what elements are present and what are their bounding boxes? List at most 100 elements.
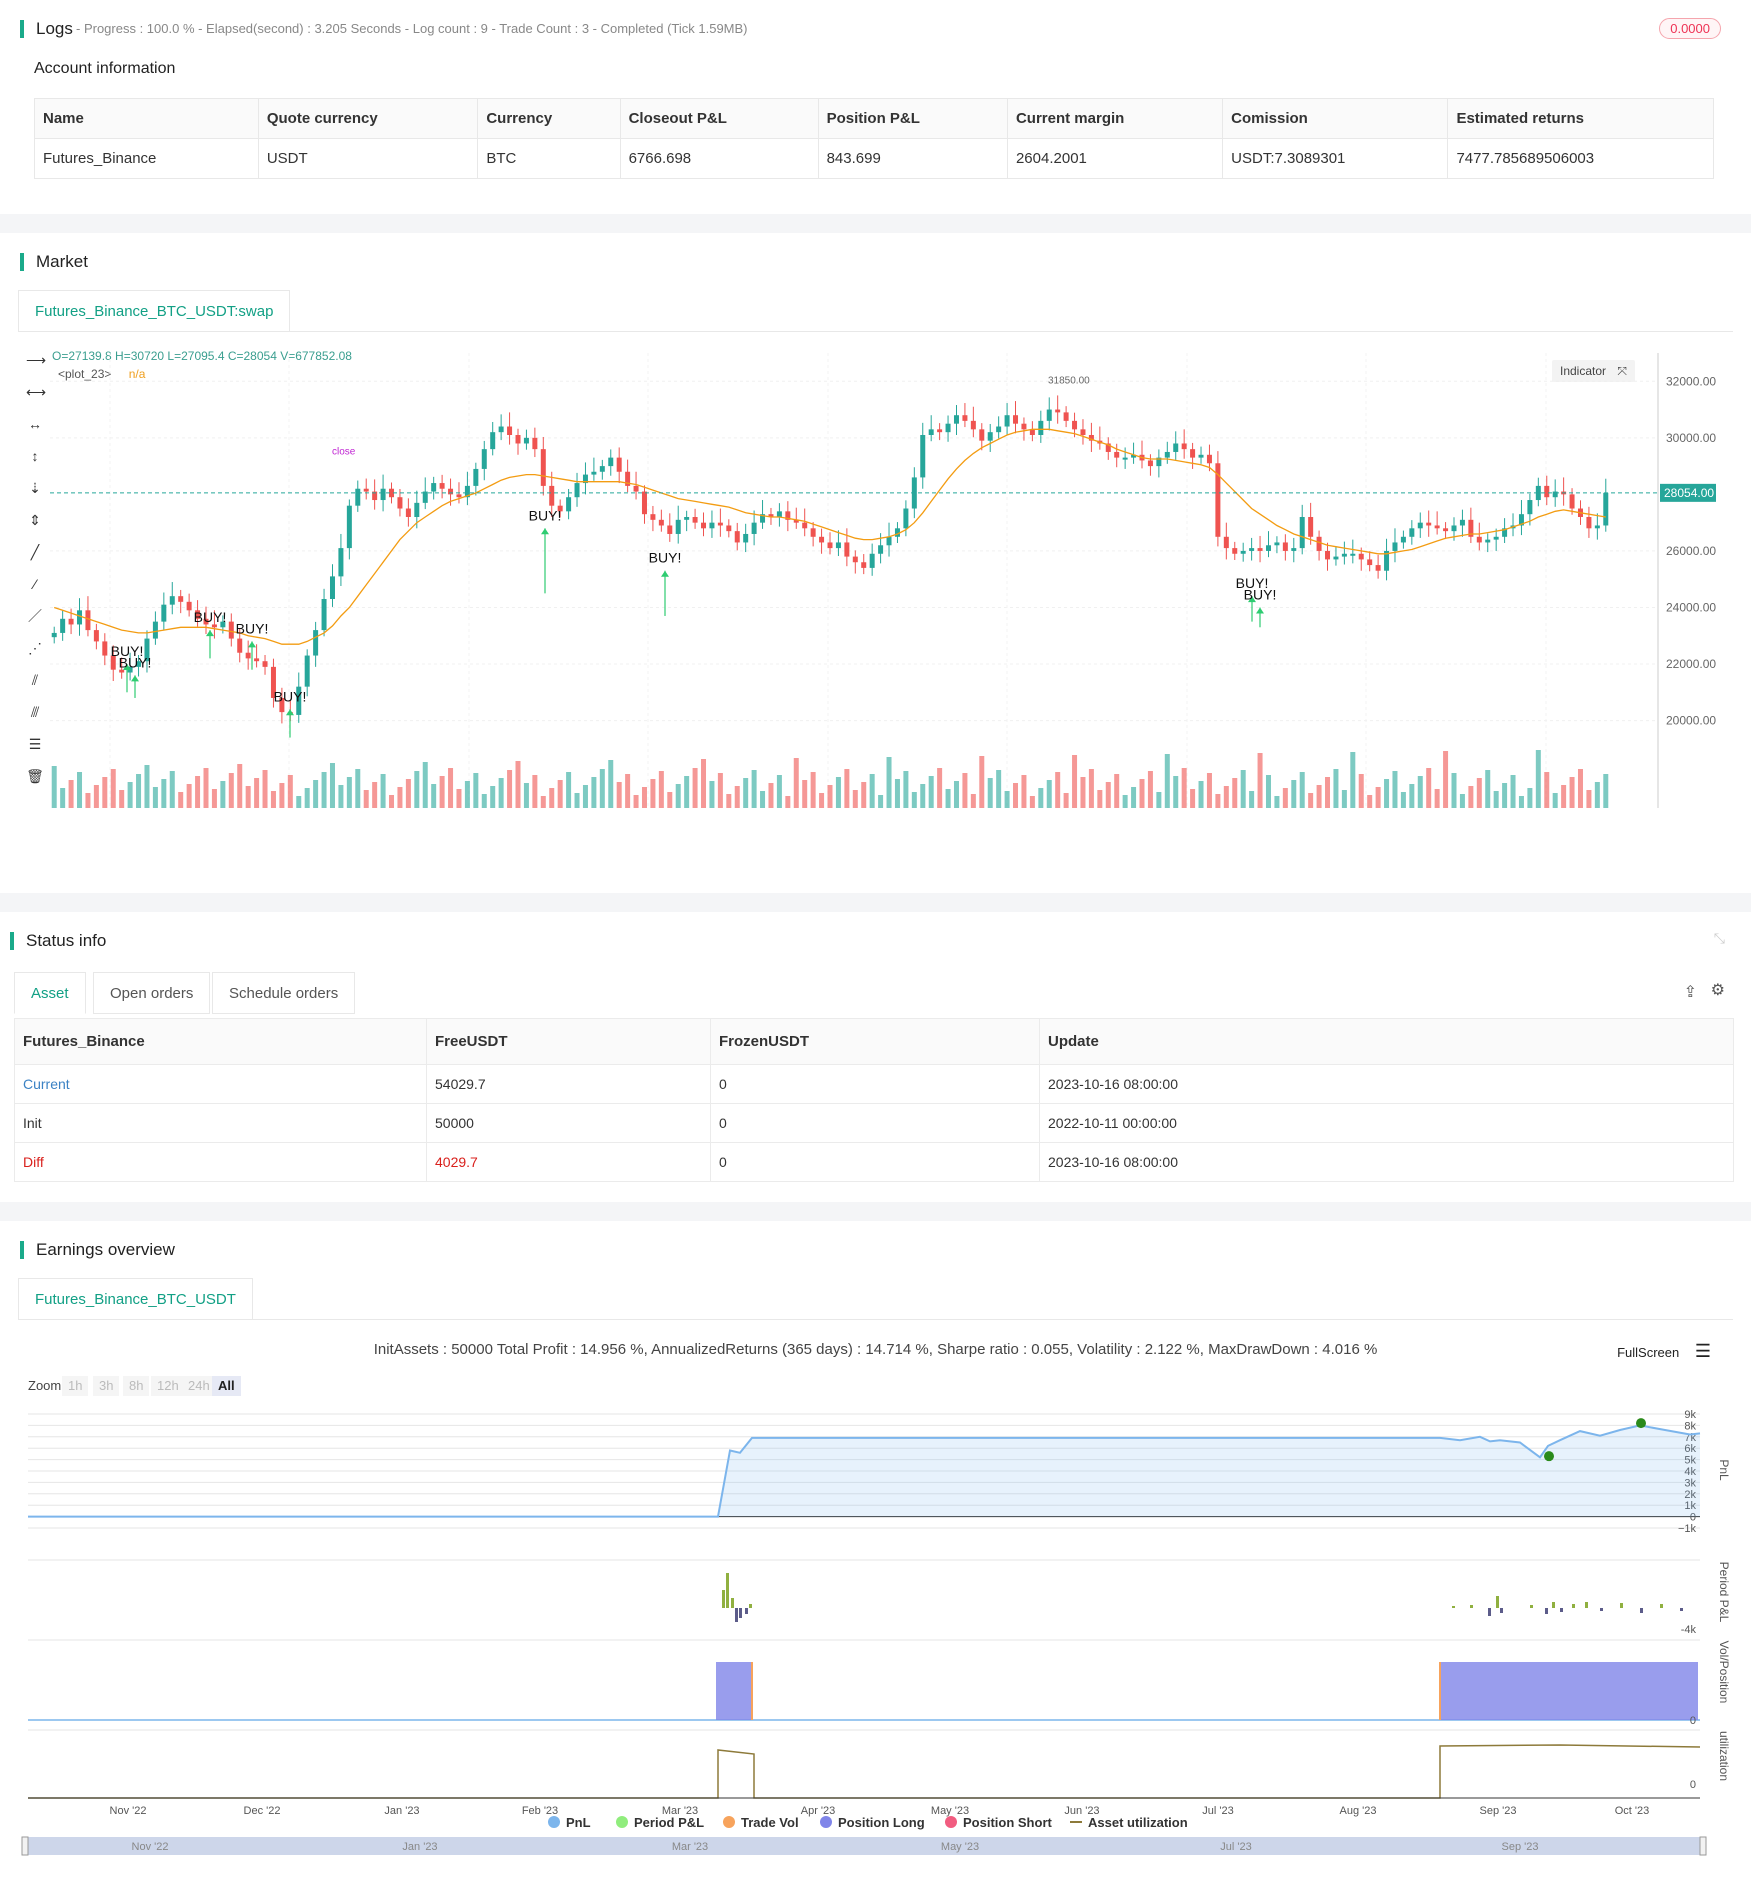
candle-body xyxy=(1232,548,1238,554)
candle-body xyxy=(60,618,66,633)
candle-body xyxy=(304,655,310,687)
logs-badge: 0.0000 xyxy=(1659,18,1721,39)
zoom-button-12h[interactable]: 12h xyxy=(151,1376,185,1396)
zoom-button-8h[interactable]: 8h xyxy=(123,1376,150,1396)
candle-body xyxy=(1434,525,1440,529)
vertical-segment-icon[interactable]: ⇣ xyxy=(29,480,41,496)
zoom-button-24h[interactable]: 24h xyxy=(182,1376,216,1396)
zoom-button-1h[interactable]: 1h xyxy=(62,1376,89,1396)
tab-asset[interactable]: Asset xyxy=(14,972,86,1014)
upload-icon[interactable]: ⇪ xyxy=(1683,984,1697,1001)
tab-open-orders[interactable]: Open orders xyxy=(93,972,211,1014)
candle-body xyxy=(616,457,622,472)
legend-item[interactable]: Asset utilization xyxy=(1070,1815,1188,1830)
trend-line-icon[interactable]: ╱ xyxy=(30,544,40,560)
horizontal-line-icon[interactable]: ⟷ xyxy=(26,384,47,400)
legend-item[interactable]: Position Short xyxy=(945,1815,1052,1830)
fib-tool-icon[interactable]: ⫻ xyxy=(30,704,40,720)
volume-bar xyxy=(254,778,260,808)
legend-label: Position Short xyxy=(963,1815,1052,1830)
volume-bar xyxy=(760,791,766,808)
candle-body xyxy=(279,697,285,713)
volume-bar xyxy=(1417,776,1423,808)
candle-body xyxy=(68,618,74,625)
candle-body xyxy=(658,519,664,526)
navigator-left-handle xyxy=(21,1836,29,1856)
candle-body xyxy=(1164,451,1170,458)
volume-bar xyxy=(1594,782,1600,808)
fullscreen-button[interactable]: FullScreen ☰ xyxy=(1617,1341,1711,1362)
candle-body xyxy=(734,531,740,543)
volume-bar xyxy=(228,773,234,808)
price-line-icon[interactable]: ⋰ xyxy=(28,640,42,656)
candle-body xyxy=(1131,454,1137,458)
settings-gear-icon[interactable]: ⚙ xyxy=(1710,982,1725,999)
volume-bar xyxy=(1156,792,1162,808)
candle-body xyxy=(566,497,572,512)
candle-body xyxy=(1350,553,1356,556)
horizontal-ray-icon[interactable]: ↔ xyxy=(28,416,42,432)
legend-marker-icon xyxy=(945,1816,957,1828)
volume-bar xyxy=(540,796,546,808)
axis-title: PnL xyxy=(1717,1459,1731,1481)
candle-body xyxy=(1282,542,1288,551)
asset-value-cell: Init xyxy=(14,1103,427,1143)
volume-bar xyxy=(287,775,293,808)
candle-body xyxy=(599,466,605,472)
candle-body xyxy=(810,528,816,537)
legend-item[interactable]: Trade Vol xyxy=(723,1815,799,1830)
axis-title: Vol/Position xyxy=(1717,1641,1731,1704)
ray-line-icon[interactable]: ⁄ xyxy=(33,576,37,592)
zoom-label: Zoom xyxy=(28,1378,62,1393)
account-header-cell: Position P&L xyxy=(817,98,1008,139)
volume-bar xyxy=(658,771,664,808)
tab-schedule-orders[interactable]: Schedule orders xyxy=(212,972,356,1014)
legend-label: Period P&L xyxy=(634,1815,705,1830)
grid-lines-icon[interactable]: ☰ xyxy=(28,736,42,752)
candle-body xyxy=(928,429,934,435)
candle-body xyxy=(1181,443,1187,450)
period-pnl-bar xyxy=(1600,1608,1603,1611)
buy-signal-label: BUY! xyxy=(274,688,307,704)
period-pnl-bar xyxy=(1552,1602,1555,1608)
x-tick-label: 2023–02 xyxy=(87,812,134,813)
vertical-line-icon[interactable]: ↕ xyxy=(31,448,39,464)
legend-label: Trade Vol xyxy=(741,1815,799,1830)
zoom-button-3h[interactable]: 3h xyxy=(93,1376,120,1396)
volume-bar xyxy=(481,794,487,808)
crosshair-tool-icon[interactable]: ⟶ xyxy=(26,352,47,368)
legend-item[interactable]: Position Long xyxy=(820,1815,925,1830)
candle-body xyxy=(996,426,1002,433)
volume-bar xyxy=(1122,795,1128,808)
candle-body xyxy=(1080,429,1086,435)
vertical-ray-icon[interactable]: ⇕ xyxy=(29,512,41,528)
pnl-tick-label: 3k xyxy=(1684,1477,1696,1489)
legend-item[interactable]: Period P&L xyxy=(616,1815,704,1830)
x-tick-label: Jul '23 xyxy=(1202,1805,1233,1817)
volume-bar xyxy=(1400,792,1406,808)
hamburger-menu-icon[interactable]: ☰ xyxy=(1694,1341,1711,1361)
zoom-button-all[interactable]: All xyxy=(212,1376,241,1396)
volume-bar xyxy=(1274,796,1280,808)
volume-bar xyxy=(51,766,57,808)
trash-icon[interactable]: 🗑 xyxy=(26,768,44,784)
period-pnl-bar xyxy=(1545,1608,1548,1614)
candle-body xyxy=(1198,454,1204,458)
collapse-icon[interactable]: ⤡ xyxy=(1713,930,1725,946)
volume-bar xyxy=(338,785,344,808)
tab-market-symbol[interactable]: Futures_Binance_BTC_USDT:swap xyxy=(18,290,291,332)
indicator-button[interactable]: Indicator ⤧ xyxy=(1552,360,1635,382)
x-tick-label: Nov '22 xyxy=(110,1805,147,1817)
volume-bar xyxy=(490,786,496,808)
segment-line-icon[interactable]: ／ xyxy=(28,608,42,624)
legend-item[interactable]: PnL xyxy=(548,1815,591,1830)
period-pnl-bar xyxy=(726,1573,729,1608)
candle-body xyxy=(768,514,774,517)
volume-bar xyxy=(861,782,867,808)
volume-bar xyxy=(903,771,909,808)
parallel-channel-icon[interactable]: ⫽ xyxy=(31,672,39,688)
volume-bar xyxy=(439,776,445,808)
tab-earnings-symbol[interactable]: Futures_Binance_BTC_USDT xyxy=(18,1278,253,1320)
asset-table: Futures_Binance FreeUSDT FrozenUSDT Update … xyxy=(14,1018,1734,1182)
period-pnl-bar xyxy=(735,1608,738,1622)
